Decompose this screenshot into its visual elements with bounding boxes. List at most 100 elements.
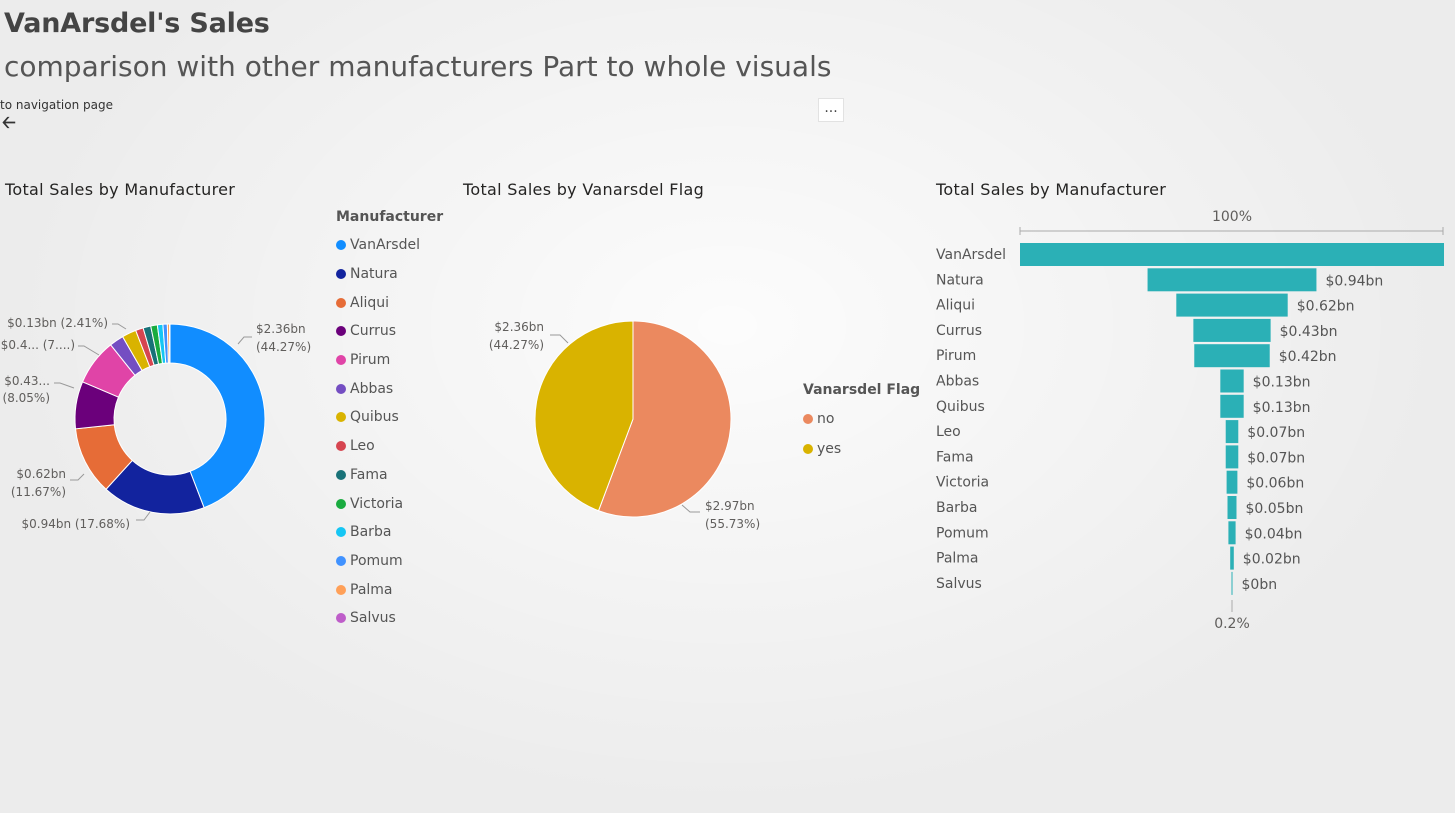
legend-label: Quibus: [350, 409, 399, 426]
legend-label: Barba: [350, 524, 392, 541]
funnel-category-label: Abbas: [936, 374, 979, 390]
legend-item[interactable]: Quibus: [336, 403, 443, 432]
legend-label: Salvus: [350, 610, 396, 627]
legend-label: VanArsdel: [350, 237, 420, 254]
funnel-bar: [1231, 571, 1233, 595]
funnel-category-label: Pirum: [936, 348, 976, 364]
legend-item[interactable]: Currus: [336, 317, 443, 346]
legend-item[interactable]: Pomum: [336, 547, 443, 576]
legend-item[interactable]: Fama: [336, 461, 443, 490]
legend-title: Manufacturer: [336, 209, 444, 225]
pie-slice: [597, 320, 732, 518]
funnel-category-label: Quibus: [936, 399, 985, 415]
funnel-value-label: $0.62bn: [1297, 299, 1355, 315]
funnel-category-label: Victoria: [936, 475, 989, 491]
funnel-bar: [1225, 420, 1239, 444]
funnel-value-label: $0.42bn: [1279, 349, 1337, 365]
funnel-bar: [1220, 394, 1244, 418]
pie-data-label: (44.27%): [489, 338, 544, 352]
funnel-chart-title: Total Sales by Manufacturer: [936, 180, 1167, 199]
funnel-category-label: Fama: [936, 449, 974, 465]
funnel-value-label: $0.94bn: [1325, 273, 1383, 289]
funnel-bottom-label: 0.2%: [1214, 616, 1250, 632]
funnel-value-label: $0.07bn: [1247, 450, 1305, 466]
donut-leader-line: [112, 323, 127, 330]
legend-item[interactable]: Pirum: [336, 346, 443, 375]
funnel-value-label: $0.43bn: [1280, 324, 1338, 340]
funnel-bar: [1220, 369, 1244, 393]
legend-marker-icon: [336, 527, 346, 538]
legend-item[interactable]: Palma: [336, 575, 443, 604]
legend-item[interactable]: Victoria: [336, 489, 443, 518]
page-subtitle: comparison with other manufacturers Part…: [4, 50, 832, 83]
funnel-bar: [1225, 445, 1239, 469]
funnel-value-label: $0.13bn: [1253, 400, 1311, 416]
funnel-category-label: Aliqui: [936, 298, 975, 314]
donut-data-label: $0.62bn: [16, 467, 66, 481]
legend-item[interactable]: Leo: [336, 432, 443, 461]
legend-marker-icon: [336, 613, 346, 624]
legend-marker-icon: [336, 412, 346, 423]
funnel-value-label: $0.13bn: [1253, 375, 1311, 391]
more-options-button[interactable]: ...: [818, 98, 844, 122]
legend-marker-icon: [803, 444, 813, 454]
funnel-bar: [1176, 293, 1288, 317]
legend-label: Natura: [350, 266, 398, 283]
funnel-value-label: $0.07bn: [1247, 425, 1305, 441]
legend-label: yes: [817, 441, 842, 457]
legend-marker-icon: [336, 269, 346, 280]
donut-leader-line: [237, 336, 252, 345]
funnel-value-label: $0.04bn: [1245, 526, 1303, 542]
legend-item[interactable]: no: [803, 404, 920, 434]
donut-data-label: (8.05%): [3, 391, 50, 405]
legend-marker-icon: [336, 584, 346, 595]
pie-data-label: $2.36bn: [494, 320, 544, 334]
back-nav-label[interactable]: to navigation page: [0, 98, 113, 112]
legend-label: Abbas: [350, 380, 394, 397]
donut-leader-line: [78, 345, 100, 356]
legend-item[interactable]: yes: [803, 434, 920, 464]
pie-slice: [534, 320, 634, 512]
legend-marker-icon: [336, 498, 346, 509]
legend-item[interactable]: Salvus: [336, 604, 443, 633]
funnel-bar: [1227, 496, 1237, 519]
legend-item[interactable]: Abbas: [336, 374, 443, 403]
donut-leader-line: [54, 382, 75, 389]
legend-label: Aliqui: [350, 294, 390, 311]
legend-label: Pirum: [350, 352, 391, 369]
donut-data-label: $0.94bn (17.68%): [21, 517, 130, 531]
donut-leader-line: [70, 473, 85, 481]
funnel-category-label: Natura: [936, 272, 984, 288]
legend-marker-icon: [336, 326, 346, 337]
legend-label: Pomum: [350, 552, 403, 569]
legend-label: Currus: [350, 323, 397, 340]
legend-item[interactable]: Aliqui: [336, 288, 443, 317]
funnel-value-label: $0.02bn: [1243, 552, 1301, 568]
donut-data-label: $0.4... (7....): [1, 338, 75, 352]
donut-slice: [169, 323, 266, 509]
page-title: VanArsdel's Sales: [4, 8, 270, 39]
legend-marker-icon: [336, 555, 346, 566]
funnel-top-label: 100%: [1212, 209, 1252, 225]
funnel-category-label: Barba: [936, 500, 977, 516]
funnel-category-label: Leo: [936, 424, 961, 440]
donut-chart-title: Total Sales by Manufacturer: [5, 180, 236, 199]
funnel-bar: [1230, 546, 1234, 570]
funnel-bar: [1020, 243, 1444, 266]
funnel-category-label: Palma: [936, 551, 979, 567]
funnel-value-label: $0.05bn: [1245, 501, 1303, 517]
donut-data-label: $2.36bn: [256, 322, 306, 336]
funnel-bar: [1147, 268, 1317, 292]
legend-item[interactable]: Natura: [336, 260, 443, 289]
legend-label: Fama: [350, 466, 388, 483]
funnel-category-label: Salvus: [936, 576, 982, 592]
legend-marker-icon: [336, 441, 346, 452]
legend-label: Palma: [350, 581, 393, 598]
funnel-category-label: Pomum: [936, 525, 989, 541]
funnel-category-label: Currus: [936, 323, 982, 339]
legend-item[interactable]: VanArsdel: [336, 231, 443, 260]
back-arrow-icon[interactable]: 🡠: [2, 113, 16, 133]
legend-item[interactable]: Barba: [336, 518, 443, 547]
vanarsdel-flag-legend: Vanarsdel Flag no yes: [803, 382, 920, 464]
donut-data-label: (11.67%): [11, 485, 66, 499]
